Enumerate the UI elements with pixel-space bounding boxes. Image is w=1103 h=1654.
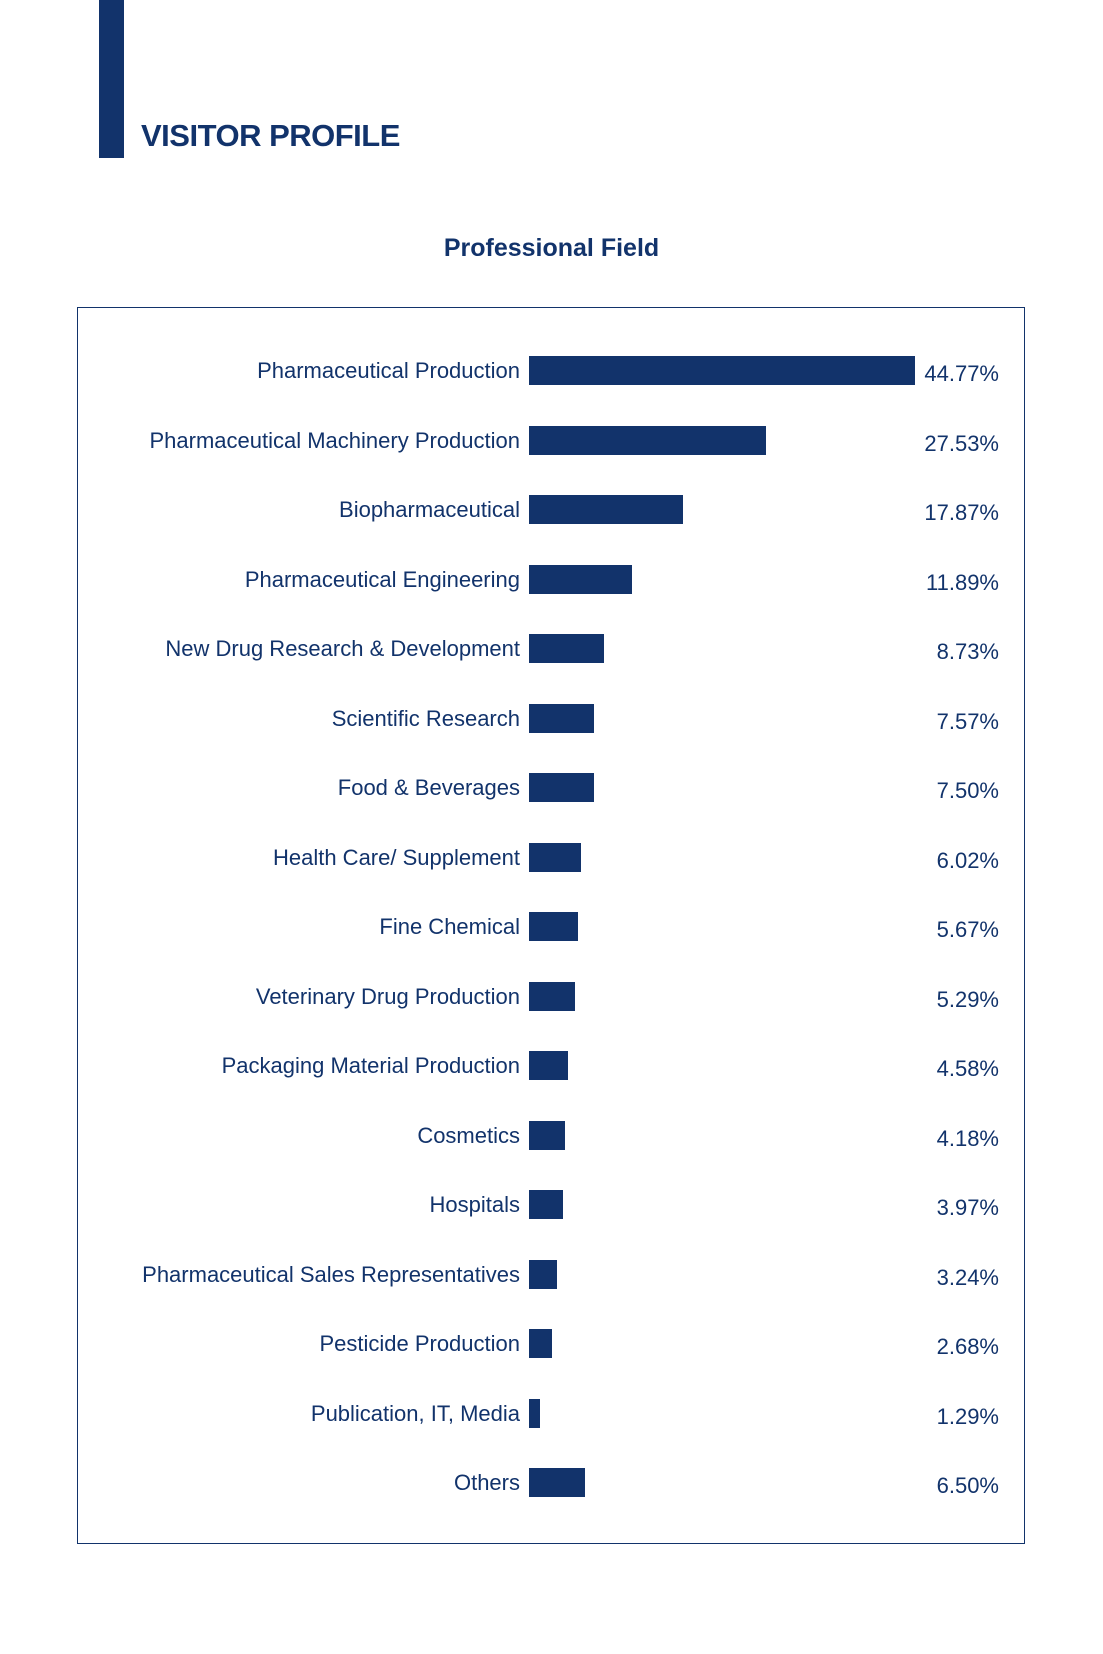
bar-row: Pharmaceutical Production 44.77% [0, 356, 1103, 386]
bar [529, 564, 632, 594]
bar [529, 356, 915, 385]
bar-row: Fine Chemical 5.67% [0, 912, 1103, 942]
bar-row: Biopharmaceutical 17.87% [0, 495, 1103, 525]
bar [529, 425, 767, 455]
chart-frame [77, 307, 1025, 1544]
value-label: 1.29% [936, 1403, 999, 1429]
bar [529, 634, 605, 663]
value-label: 3.24% [936, 1264, 999, 1290]
bar-row: Pharmaceutical Machinery Production 27.53… [0, 425, 1103, 456]
bar [529, 703, 595, 733]
accent-bar [99, 0, 124, 158]
category-label: Others [453, 1470, 520, 1495]
category-label: Pharmaceutical Machinery Production [149, 427, 520, 453]
value-label: 11.89% [926, 569, 999, 595]
value-label: 44.77% [924, 361, 999, 386]
bar-row: Cosmetics 4.18% [0, 1120, 1103, 1151]
bar [529, 1120, 566, 1150]
bar [529, 842, 581, 872]
bar-row: Pharmaceutical Engineering 11.89% [0, 564, 1103, 595]
bar [529, 1051, 569, 1080]
bar-row: Publication, IT, Media 1.29% [0, 1398, 1103, 1429]
category-label: Biopharmaceutical [339, 497, 520, 522]
category-label: Cosmetics [417, 1122, 520, 1148]
value-label: 8.73% [936, 639, 999, 664]
value-label: 2.68% [936, 1334, 999, 1359]
chart-title: Professional Field [443, 234, 660, 262]
value-label: 5.29% [936, 986, 999, 1012]
category-label: Pharmaceutical Sales Representatives [142, 1261, 520, 1287]
value-label: 7.50% [936, 778, 999, 803]
bar [529, 912, 578, 941]
value-label: 6.50% [936, 1473, 999, 1498]
category-label: Pesticide Production [319, 1331, 520, 1356]
value-label: 5.67% [936, 917, 999, 942]
value-label: 27.53% [924, 430, 999, 456]
category-label: New Drug Research & Development [165, 636, 520, 661]
value-label: 4.18% [936, 1125, 999, 1151]
category-label: Packaging Material Production [221, 1053, 520, 1078]
bar-row: New Drug Research & Development 8.73% [0, 634, 1103, 664]
category-label: Publication, IT, Media [310, 1400, 520, 1426]
bar-row: Others 6.50% [0, 1468, 1103, 1498]
value-label: 7.57% [936, 708, 999, 734]
value-label: 3.97% [936, 1195, 999, 1220]
category-label: Veterinary Drug Production [255, 983, 520, 1009]
category-label: Hospitals [429, 1192, 520, 1217]
page-title: VISITOR PROFILE [141, 118, 400, 153]
bar-row: Veterinary Drug Production 5.29% [0, 981, 1103, 1012]
bar-row: Pharmaceutical Sales Representatives 3.24… [0, 1259, 1103, 1290]
category-label: Pharmaceutical Production [257, 358, 520, 383]
category-label: Health Care/ Supplement [272, 844, 520, 870]
value-label: 6.02% [936, 847, 999, 873]
bar-row: Scientific Research 7.57% [0, 703, 1103, 734]
bar-row: Food & Beverages 7.50% [0, 773, 1103, 803]
category-label: Pharmaceutical Engineering [244, 566, 520, 592]
bar [529, 1329, 553, 1358]
category-label: Food & Beverages [337, 775, 520, 800]
category-label: Scientific Research [331, 705, 520, 731]
bar [529, 773, 594, 802]
category-label: Fine Chemical [379, 914, 520, 939]
bar [529, 1468, 586, 1497]
bar-row: Packaging Material Production 4.58% [0, 1051, 1103, 1081]
bar [529, 1190, 564, 1219]
bar [529, 1259, 557, 1289]
value-label: 4.58% [936, 1056, 999, 1081]
bar [529, 1398, 541, 1428]
bar [529, 981, 575, 1011]
bar [529, 495, 684, 524]
bar-row: Health Care/ Supplement 6.02% [0, 842, 1103, 873]
bar-row: Hospitals 3.97% [0, 1190, 1103, 1220]
bar-row: Pesticide Production 2.68% [0, 1329, 1103, 1359]
value-label: 17.87% [924, 500, 999, 525]
